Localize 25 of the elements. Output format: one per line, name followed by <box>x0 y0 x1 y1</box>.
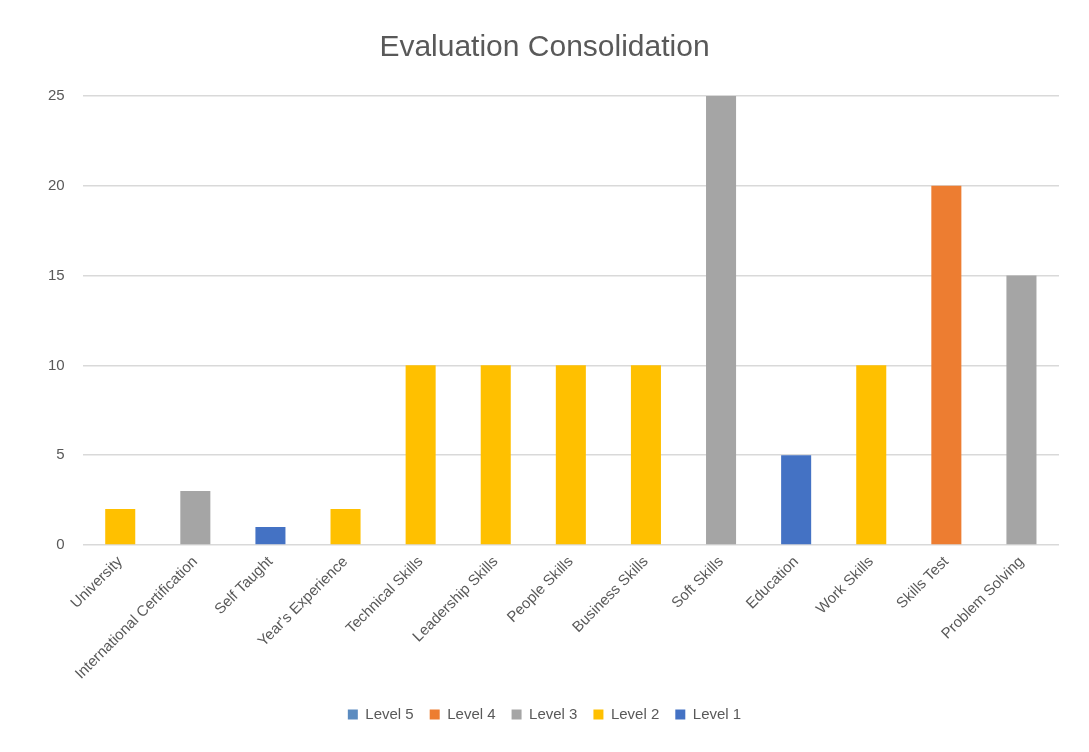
legend-label: Level 1 <box>692 704 742 722</box>
bar <box>781 455 812 545</box>
bar <box>706 96 737 545</box>
bar <box>405 365 436 545</box>
bar <box>180 491 211 545</box>
legend-label: Level 5 <box>365 704 414 722</box>
y-tick-label: 20 <box>48 175 65 193</box>
legend-label: Level 2 <box>610 704 660 722</box>
y-tick-label: 5 <box>56 445 65 463</box>
y-tick-label: 15 <box>48 265 65 283</box>
y-tick-label: 0 <box>56 535 65 553</box>
chart-title: Evaluation Consolidation <box>379 29 710 63</box>
y-tick-label: 25 <box>48 86 65 104</box>
bar <box>555 365 586 545</box>
bar <box>330 509 361 545</box>
bar <box>1006 275 1037 545</box>
bar <box>856 365 887 545</box>
y-tick-label: 10 <box>48 355 65 373</box>
legend-label: Level 3 <box>529 704 578 722</box>
bar <box>105 509 136 545</box>
bar <box>255 526 286 545</box>
legend-label: Level 4 <box>447 704 496 722</box>
bar <box>931 185 962 545</box>
bar <box>480 365 511 545</box>
bar <box>630 365 661 545</box>
